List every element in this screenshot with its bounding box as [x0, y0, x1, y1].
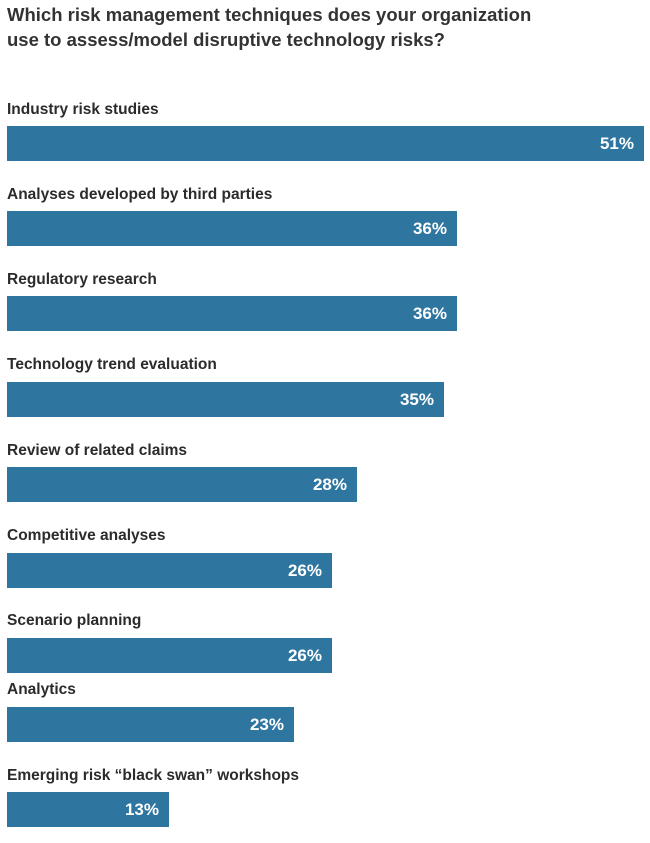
bar: 35% [7, 382, 444, 417]
bar: 13% [7, 792, 169, 827]
bar: 51% [7, 126, 644, 161]
bar-label: Review of related claims [7, 442, 188, 459]
bar-label: Technology trend evaluation [7, 356, 217, 373]
chart-title: Which risk management techniques does yo… [7, 4, 532, 50]
bar: 28% [7, 467, 357, 502]
bar-value-label: 28% [312, 475, 347, 494]
bar-value-label: 26% [287, 561, 322, 580]
bar: 23% [7, 707, 294, 742]
bar-value-label: 51% [599, 134, 634, 153]
bar-label: Analytics [7, 681, 76, 698]
bar-label: Analyses developed by third parties [7, 186, 273, 203]
bar: 26% [7, 553, 332, 588]
bar-value-label: 36% [412, 304, 447, 323]
bar-label: Emerging risk “black swan” workshops [7, 767, 300, 784]
bar-value-label: 35% [399, 390, 434, 409]
bar-value-label: 26% [287, 646, 322, 665]
bar-value-label: 23% [249, 715, 284, 734]
bar-label: Industry risk studies [7, 101, 159, 118]
bar: 26% [7, 638, 332, 673]
bar: 36% [7, 296, 457, 331]
bar: 36% [7, 211, 457, 246]
bar-label: Competitive analyses [7, 527, 166, 544]
bar-label: Regulatory research [7, 271, 157, 288]
bar-value-label: 36% [412, 219, 447, 238]
bar-value-label: 13% [124, 800, 159, 819]
bar-label: Scenario planning [7, 612, 142, 629]
